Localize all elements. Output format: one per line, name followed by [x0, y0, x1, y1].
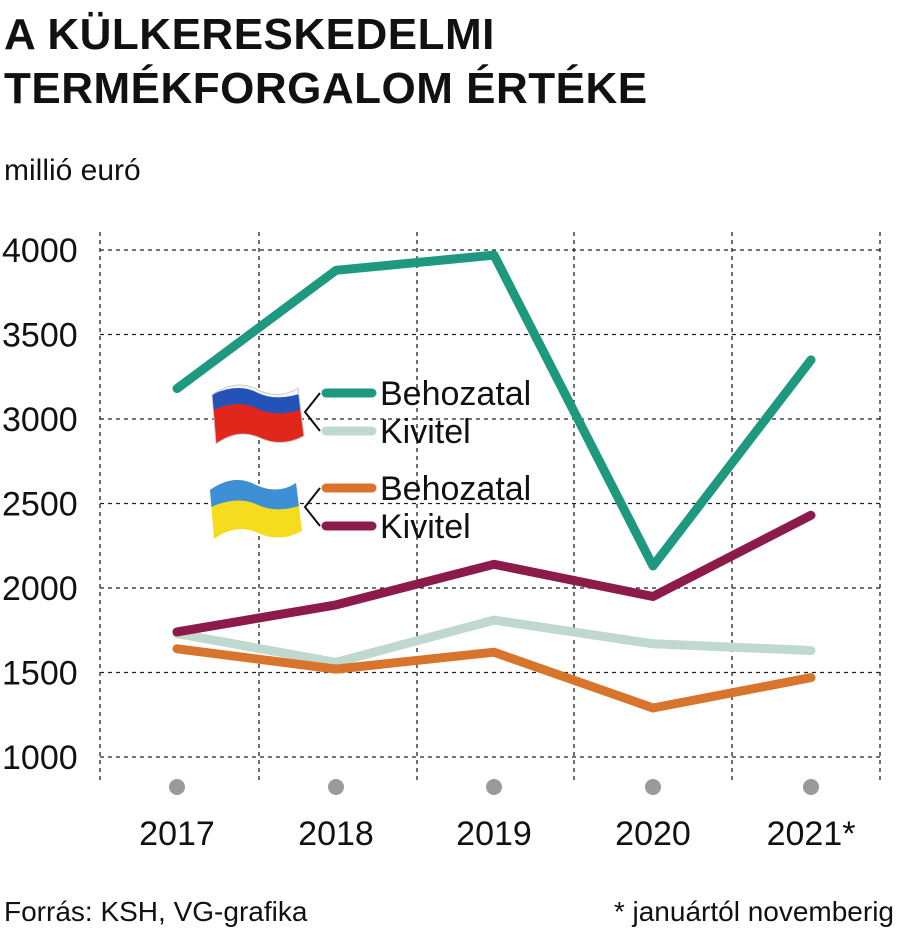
x-tick-label: 2020: [615, 815, 691, 853]
title-line-2: TERMÉKFORGALOM ÉRTÉKE: [4, 64, 648, 113]
russia-flag-icon: [211, 384, 305, 445]
y-tick-label: 3000: [2, 401, 78, 439]
y-tick-label: 2500: [2, 486, 78, 524]
series-line-russia-export: [172, 615, 816, 667]
y-axis-tick-labels: 1000 1500 2000 2500 3000 3500 4000: [2, 232, 78, 777]
x-tick-label: 2018: [298, 815, 374, 853]
series-line-ukraine-export: [172, 510, 816, 637]
source-note: Forrás: KSH, VG-grafika: [4, 896, 308, 927]
x-tick-dot: [486, 779, 502, 795]
legend: Behozatal Kivitel Behozatal Kivitel: [210, 375, 531, 546]
series-lines: [172, 250, 816, 713]
unit-label: millió euró: [4, 154, 141, 187]
y-tick-label: 4000: [2, 232, 78, 270]
x-tick-dot: [169, 779, 185, 795]
x-tick-label: 2021*: [767, 815, 856, 853]
x-tick-label: 2017: [139, 815, 215, 853]
y-tick-label: 3500: [2, 317, 78, 355]
x-tick-dot: [645, 779, 661, 795]
legend-russia-export-label: Kivitel: [380, 413, 471, 451]
series-line-russia-import: [172, 250, 816, 571]
x-axis-tick-labels: 2017 2018 2019 2020 2021*: [139, 779, 855, 853]
legend-ukraine-export-label: Kivitel: [380, 508, 471, 546]
ukraine-flag-icon: [210, 480, 302, 539]
ukraine-bracket: [303, 487, 321, 527]
x-tick-dot: [803, 779, 819, 795]
y-tick-label: 2000: [2, 570, 78, 608]
x-tick-dot: [328, 779, 344, 795]
y-tick-label: 1500: [2, 655, 78, 693]
y-tick-label: 1000: [2, 739, 78, 777]
x-tick-label: 2019: [456, 815, 532, 853]
title-line-1: A KÜLKERESKEDELMI: [4, 10, 495, 59]
chart-title: A KÜLKERESKEDELMI TERMÉKFORGALOM ÉRTÉKE: [4, 8, 648, 116]
russia-bracket: [303, 392, 321, 432]
legend-ukraine-import-label: Behozatal: [380, 470, 531, 508]
legend-russia-import-label: Behozatal: [380, 375, 531, 413]
footnote: * januártól novemberig: [613, 896, 894, 927]
series-line-ukraine-import: [172, 644, 816, 713]
